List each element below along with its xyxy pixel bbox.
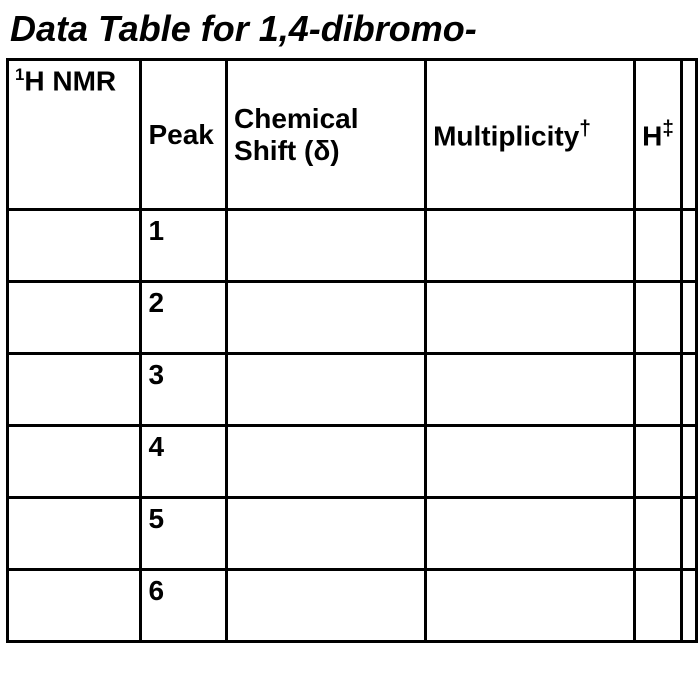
cell-label [8, 354, 141, 426]
cell-extra [681, 426, 696, 498]
cell-extra [681, 498, 696, 570]
header-label: 1H NMR [8, 60, 141, 210]
cell-peak: 3 [141, 354, 227, 426]
header-extra [681, 60, 696, 210]
cell-h [635, 210, 682, 282]
cell-mult [426, 354, 635, 426]
cell-label [8, 498, 141, 570]
cell-extra [681, 282, 696, 354]
cell-peak: 6 [141, 570, 227, 642]
page-title: Data Table for 1,4-dibromo- [0, 0, 698, 58]
cell-extra [681, 570, 696, 642]
table-row: 3 [8, 354, 697, 426]
cell-peak: 5 [141, 498, 227, 570]
cell-label [8, 570, 141, 642]
cell-mult [426, 498, 635, 570]
cell-mult [426, 210, 635, 282]
cell-label [8, 210, 141, 282]
table-row: 6 [8, 570, 697, 642]
header-peak: Peak [141, 60, 227, 210]
cell-mult [426, 570, 635, 642]
cell-mult [426, 426, 635, 498]
cell-shift [227, 570, 426, 642]
cell-peak: 2 [141, 282, 227, 354]
table-header-row: 1H NMR Peak Chemical Shift (δ) Multiplic… [8, 60, 697, 210]
table-row: 5 [8, 498, 697, 570]
cell-shift [227, 498, 426, 570]
nmr-data-table: 1H NMR Peak Chemical Shift (δ) Multiplic… [6, 58, 698, 643]
header-multiplicity: Multiplicity† [426, 60, 635, 210]
table-row: 2 [8, 282, 697, 354]
cell-shift [227, 282, 426, 354]
cell-h [635, 426, 682, 498]
cell-shift [227, 426, 426, 498]
header-shift: Chemical Shift (δ) [227, 60, 426, 210]
cell-shift [227, 210, 426, 282]
cell-h [635, 354, 682, 426]
cell-label [8, 282, 141, 354]
cell-extra [681, 210, 696, 282]
cell-mult [426, 282, 635, 354]
cell-h [635, 498, 682, 570]
table-row: 1 [8, 210, 697, 282]
cell-peak: 1 [141, 210, 227, 282]
cell-extra [681, 354, 696, 426]
header-h: H‡ [635, 60, 682, 210]
cell-h [635, 282, 682, 354]
cell-h [635, 570, 682, 642]
cell-shift [227, 354, 426, 426]
cell-label [8, 426, 141, 498]
cell-peak: 4 [141, 426, 227, 498]
table-row: 4 [8, 426, 697, 498]
